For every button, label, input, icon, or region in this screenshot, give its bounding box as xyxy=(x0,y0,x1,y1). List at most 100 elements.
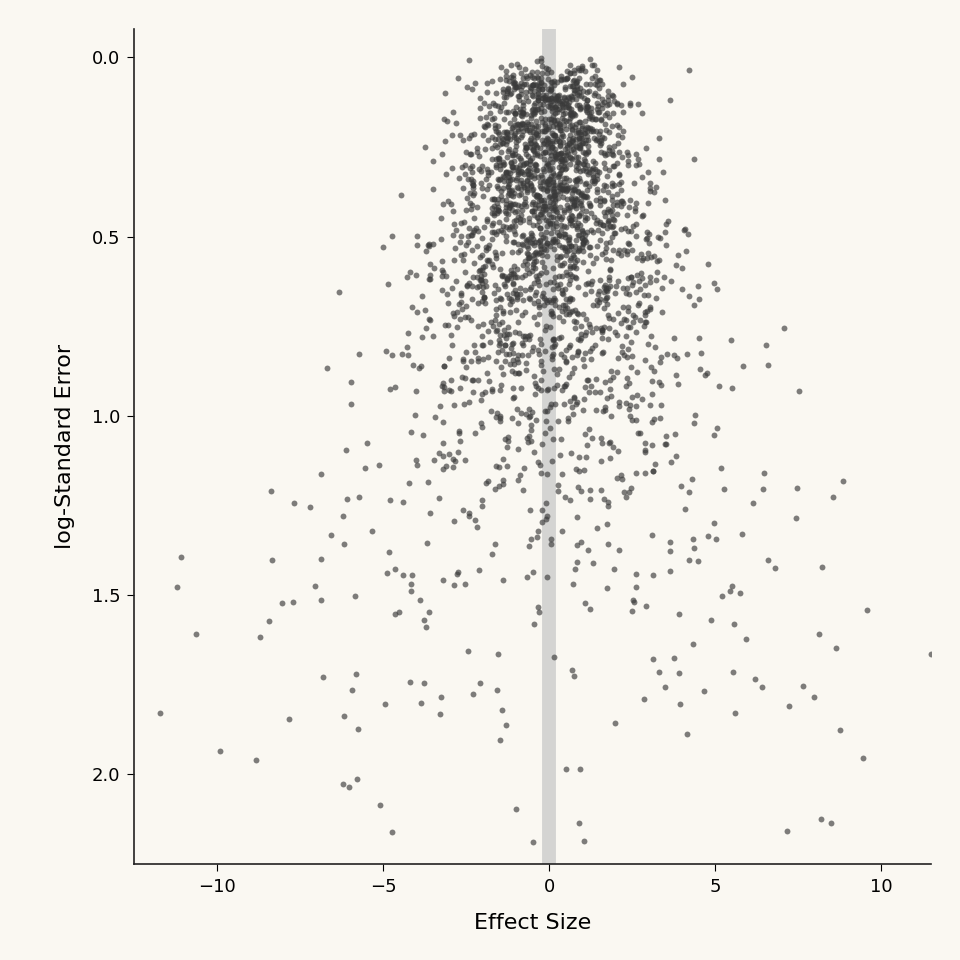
Point xyxy=(492,327,508,343)
Point xyxy=(526,84,541,99)
Point xyxy=(545,175,561,190)
Point xyxy=(448,273,464,288)
Point xyxy=(638,598,654,613)
Point xyxy=(495,157,511,173)
Point xyxy=(638,141,654,156)
Point xyxy=(575,135,590,151)
Point xyxy=(384,348,399,363)
Point xyxy=(488,353,503,369)
Point xyxy=(506,389,521,404)
Point xyxy=(286,495,301,511)
Point xyxy=(566,258,582,274)
Point xyxy=(538,199,553,214)
Point xyxy=(600,498,615,514)
Point xyxy=(614,471,630,487)
Point xyxy=(573,326,588,342)
Point xyxy=(660,213,676,228)
Point xyxy=(609,327,624,343)
Point xyxy=(559,178,574,193)
Point xyxy=(537,92,552,108)
Point xyxy=(492,136,508,152)
Point xyxy=(577,188,592,204)
Point xyxy=(584,111,599,127)
Point xyxy=(262,613,277,629)
Point xyxy=(532,267,547,282)
Point xyxy=(522,132,538,148)
Point xyxy=(437,359,452,374)
Point xyxy=(494,246,510,261)
Point xyxy=(472,110,488,126)
Point xyxy=(504,202,519,217)
Point xyxy=(488,202,503,217)
Point xyxy=(553,211,568,227)
Point xyxy=(505,335,520,350)
Point xyxy=(523,279,539,295)
Point xyxy=(601,321,616,336)
Point xyxy=(554,257,569,273)
Point xyxy=(387,561,402,576)
Point xyxy=(426,236,442,252)
Point xyxy=(554,152,569,167)
Point xyxy=(567,190,583,205)
Point xyxy=(495,135,511,151)
Point xyxy=(526,129,541,144)
Point xyxy=(696,684,711,699)
Point xyxy=(489,156,504,172)
Point xyxy=(554,240,569,255)
Point xyxy=(559,220,574,235)
Point xyxy=(547,178,563,193)
Point xyxy=(632,425,647,441)
Point xyxy=(489,205,504,221)
Point xyxy=(532,96,547,111)
Point xyxy=(564,269,580,284)
Point xyxy=(507,129,522,144)
Point xyxy=(575,201,590,216)
Point xyxy=(574,318,589,333)
Point xyxy=(555,100,570,115)
Point xyxy=(504,159,519,175)
Point xyxy=(437,384,452,399)
Point xyxy=(496,111,512,127)
Point xyxy=(537,199,552,214)
Point xyxy=(558,292,573,307)
Point xyxy=(535,502,550,517)
Point xyxy=(581,179,596,194)
Point xyxy=(511,244,526,259)
Point xyxy=(505,197,520,212)
Point xyxy=(521,250,537,265)
Point xyxy=(421,238,437,253)
Point xyxy=(468,425,483,441)
Point xyxy=(543,111,559,127)
Point xyxy=(513,165,528,180)
Point xyxy=(530,187,545,203)
Point xyxy=(518,198,534,213)
Point xyxy=(451,297,467,312)
Point xyxy=(658,216,673,231)
Point xyxy=(611,167,626,182)
Point xyxy=(591,295,607,310)
Point xyxy=(535,169,550,184)
Point xyxy=(462,394,477,409)
Point xyxy=(542,83,558,98)
Point xyxy=(590,88,606,104)
Point xyxy=(492,411,507,426)
Point xyxy=(541,189,557,204)
Point xyxy=(497,276,513,292)
Point xyxy=(563,258,578,274)
Point xyxy=(516,136,532,152)
Point xyxy=(564,89,580,105)
Point xyxy=(584,100,599,115)
Point xyxy=(566,83,582,98)
Point xyxy=(511,148,526,163)
Point xyxy=(525,263,540,278)
Point xyxy=(574,193,589,208)
Point xyxy=(503,166,518,181)
Point xyxy=(564,185,580,201)
Point xyxy=(503,187,518,203)
Point xyxy=(539,495,554,511)
Point xyxy=(585,121,600,136)
Point xyxy=(557,180,572,195)
Point xyxy=(588,77,603,92)
Point xyxy=(606,439,621,454)
Point xyxy=(552,133,567,149)
